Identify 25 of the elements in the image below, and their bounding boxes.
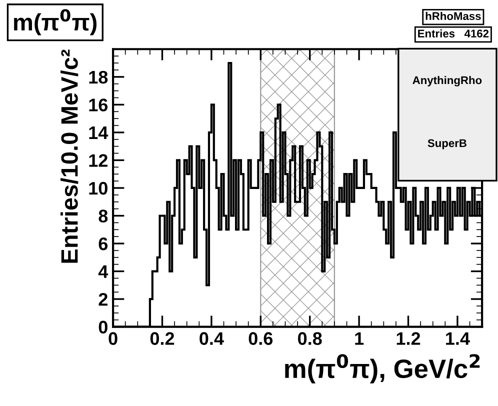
- y-tick-label: 8: [98, 210, 108, 222]
- chart-title: m(π$^{0}$π): [14, 9, 97, 36]
- y-tick-label: 16: [89, 98, 108, 112]
- x-tick-label: 0.2: [150, 332, 174, 345]
- y-tick-label: 6: [98, 237, 108, 250]
- x-tick-label: 0.4: [200, 332, 224, 345]
- x-tick-label: 0: [108, 332, 118, 345]
- y-tick-label: 14: [89, 126, 108, 139]
- y-axis-title: Entries/10.0 MeV/c²: [60, 50, 78, 263]
- text: hRhoMass: [426, 12, 481, 20]
- annotation: SuperB: [428, 139, 466, 150]
- y-tick-label: 4: [98, 265, 108, 278]
- y-tick-label: 2: [98, 292, 108, 306]
- y-tick-label: 18: [89, 70, 108, 84]
- x-tick-label: 1.4: [446, 332, 470, 345]
- y-tick-label: 10: [89, 182, 108, 195]
- annotation: AnythingRho: [412, 76, 482, 86]
- x-axis-title: m(π$^{0}$π), GeV/c$^{2}$: [285, 354, 480, 384]
- x-tick-label: 1: [355, 332, 364, 345]
- x-tick-label: 0.6: [248, 332, 273, 345]
- y-tick-label: 0: [98, 320, 108, 334]
- text: Entries 4162: [418, 29, 489, 38]
- x-tick-label: 0.8: [298, 332, 322, 345]
- x-tick-label: 1.2: [396, 332, 420, 345]
- y-tick-label: 12: [89, 154, 108, 167]
